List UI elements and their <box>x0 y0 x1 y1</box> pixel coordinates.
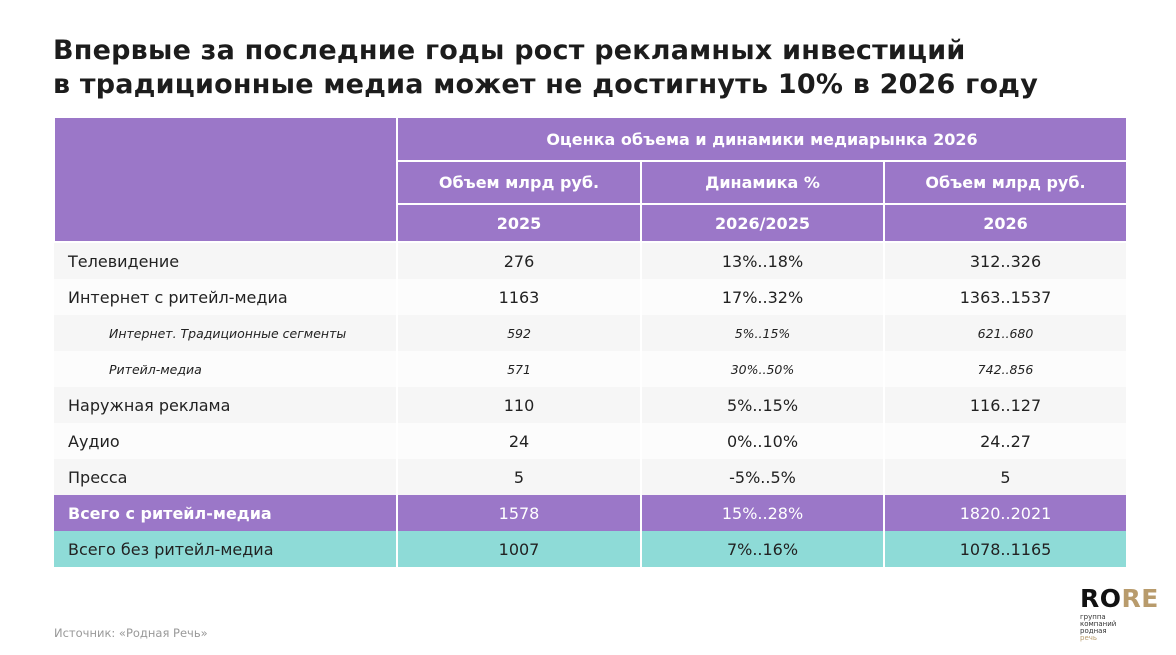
table-row: Всего с ритейл-медиа 1578 15%..28% 1820..20… <box>54 495 1129 531</box>
logo-ro: RO <box>1080 584 1122 613</box>
table-row: Телевидение 276 13%..18% 312..326 <box>54 242 1129 279</box>
cell-v2026: 24..27 <box>884 423 1129 459</box>
cell-v2026: 621..680 <box>884 315 1129 351</box>
source-note: Источник: «Родная Речь» <box>54 626 208 640</box>
group-header: Оценка объема и динамики медиарынка 2026 <box>395 118 1129 162</box>
cell-label: Всего с ритейл-медиа <box>54 495 398 531</box>
col-subheader: 2026 <box>882 204 1129 243</box>
cell-v2026: 1363..1537 <box>884 279 1129 315</box>
media-market-table: Оценка объема и динамики медиарынка 2026… <box>53 118 1129 567</box>
cell-v2026: 116..127 <box>884 387 1129 423</box>
cell-label: Интернет с ритейл-медиа <box>54 279 398 315</box>
logo-re: RE <box>1121 584 1159 613</box>
table-row: Интернет. Традиционные сегменты 592 5%..15… <box>54 315 1129 351</box>
cell-v2025: 1007 <box>397 531 642 567</box>
table-row: Ритейл-медиа 571 30%..50% 742..856 <box>54 351 1129 387</box>
cell-dyn: 5%..15% <box>641 387 885 423</box>
cell-v2026: 1820..2021 <box>884 495 1129 531</box>
cell-v2026: 5 <box>884 459 1129 495</box>
cell-label: Интернет. Традиционные сегменты <box>54 315 398 351</box>
cell-dyn: 30%..50% <box>641 351 885 387</box>
cell-dyn: 17%..32% <box>641 279 885 315</box>
col-header: Динамика % <box>640 161 885 205</box>
cell-dyn: 5%..15% <box>641 315 885 351</box>
cell-label: Телевидение <box>54 242 398 279</box>
rore-logo: RORE группа компаний родная речь <box>1080 586 1159 642</box>
cell-dyn: 15%..28% <box>641 495 885 531</box>
logo-line: компаний <box>1080 620 1117 628</box>
cell-v2025: 24 <box>397 423 642 459</box>
cell-label: Пресса <box>54 459 398 495</box>
title-line: Впервые за последние годы рост рекламных… <box>53 35 966 66</box>
table-row: Наружная реклама 110 5%..15% 116..127 <box>54 387 1129 423</box>
cell-v2026: 1078..1165 <box>884 531 1129 567</box>
col-header: Объем млрд руб. <box>882 161 1129 205</box>
table-row: Аудио 24 0%..10% 24..27 <box>54 423 1129 459</box>
cell-dyn: 13%..18% <box>641 242 885 279</box>
table-row: Всего без ритейл-медиа 1007 7%..16% 1078..1… <box>54 531 1129 567</box>
cell-v2025: 276 <box>397 242 642 279</box>
cell-dyn: -5%..5% <box>641 459 885 495</box>
logo-line: родная <box>1080 627 1107 635</box>
page-title: Впервые за последние годы рост рекламных… <box>53 34 1038 102</box>
cell-v2025: 5 <box>397 459 642 495</box>
cell-v2025: 110 <box>397 387 642 423</box>
cell-v2026: 312..326 <box>884 242 1129 279</box>
cell-v2025: 1578 <box>397 495 642 531</box>
corner-header <box>53 118 398 243</box>
col-subheader: 2025 <box>396 204 642 243</box>
title-line: в традиционные медиа может не достигнуть… <box>53 69 1038 100</box>
cell-v2025: 571 <box>397 351 642 387</box>
cell-dyn: 0%..10% <box>641 423 885 459</box>
logo-line: группа <box>1080 613 1106 621</box>
col-header: Объем млрд руб. <box>396 161 642 205</box>
cell-v2026: 742..856 <box>884 351 1129 387</box>
table-row: Интернет с ритейл-медиа 1163 17%..32% 1363.… <box>54 279 1129 315</box>
cell-label: Наружная реклама <box>54 387 398 423</box>
cell-v2025: 592 <box>397 315 642 351</box>
col-subheader: 2026/2025 <box>640 204 885 243</box>
cell-v2025: 1163 <box>397 279 642 315</box>
cell-label: Ритейл-медиа <box>54 351 398 387</box>
table-row: Пресса 5 -5%..5% 5 <box>54 459 1129 495</box>
cell-dyn: 7%..16% <box>641 531 885 567</box>
cell-label: Всего без ритейл-медиа <box>54 531 398 567</box>
logo-line: речь <box>1080 634 1098 642</box>
cell-label: Аудио <box>54 423 398 459</box>
